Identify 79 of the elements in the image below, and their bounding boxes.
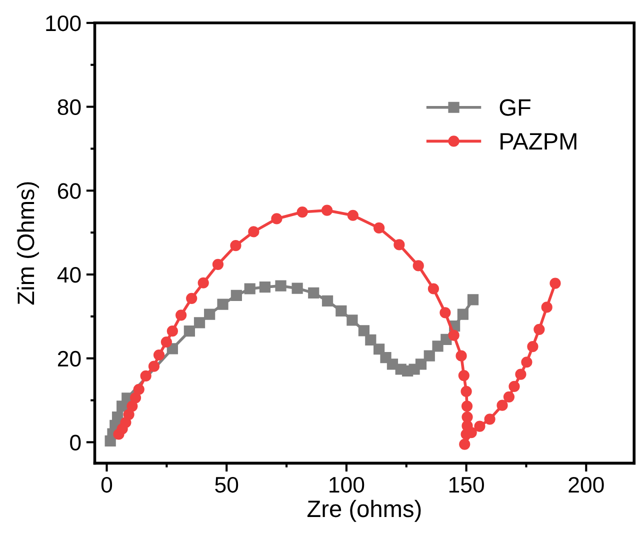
point — [184, 326, 195, 337]
point — [212, 258, 224, 270]
point — [457, 308, 468, 320]
point — [308, 287, 320, 298]
point — [123, 408, 134, 420]
y-tick-label: 40 — [57, 267, 81, 283]
y-tick-label: 80 — [58, 99, 81, 116]
x-tick-label: 0 — [101, 476, 112, 493]
point — [259, 282, 271, 293]
point — [440, 307, 451, 318]
point — [373, 222, 385, 234]
point — [461, 400, 473, 412]
point — [462, 412, 473, 423]
point — [521, 356, 532, 368]
point — [130, 392, 142, 404]
x-tick-label: 200 — [568, 476, 604, 493]
point — [346, 314, 358, 326]
point — [271, 213, 282, 224]
point — [140, 370, 152, 382]
point — [166, 343, 178, 354]
point — [347, 210, 358, 221]
point — [394, 239, 405, 250]
point — [508, 380, 520, 392]
point — [321, 204, 333, 216]
x-axis-title: Zre (ohms) — [307, 500, 421, 522]
point — [186, 292, 198, 304]
point — [474, 420, 486, 432]
point — [322, 295, 334, 306]
legend-label: PAZPM — [500, 133, 576, 150]
point — [458, 370, 470, 382]
point — [198, 277, 209, 288]
point — [217, 298, 228, 310]
x-tick-label: 50 — [215, 476, 238, 493]
point — [432, 340, 444, 352]
point — [248, 226, 260, 238]
point — [424, 350, 435, 362]
point — [148, 360, 160, 372]
point — [527, 341, 538, 352]
point — [244, 283, 256, 294]
x-tick-label: 100 — [330, 476, 364, 493]
point — [153, 349, 165, 361]
point — [176, 310, 187, 321]
point — [126, 400, 138, 412]
point — [412, 260, 424, 272]
point — [230, 290, 242, 302]
point — [541, 302, 552, 313]
y-tick-label: 100 — [46, 15, 81, 32]
point — [358, 325, 370, 336]
y-tick-label: 20 — [58, 350, 81, 367]
y-tick-label: 0 — [70, 434, 81, 450]
point — [133, 384, 144, 395]
point — [166, 326, 178, 337]
point — [503, 391, 515, 402]
point — [336, 305, 347, 317]
point — [373, 344, 385, 355]
point — [456, 350, 467, 362]
point — [459, 438, 470, 450]
y-axis-title: Zim (Ohms) — [16, 182, 39, 305]
point — [484, 414, 496, 425]
point — [292, 282, 303, 294]
point — [160, 336, 172, 348]
point — [194, 317, 206, 328]
point — [448, 330, 460, 341]
point — [365, 334, 376, 346]
point — [296, 206, 308, 218]
point — [204, 308, 216, 320]
point — [515, 368, 526, 380]
y-tick-label: 60 — [58, 183, 81, 199]
point — [460, 386, 472, 398]
point — [534, 324, 545, 335]
x-tick-label: 150 — [449, 476, 484, 493]
point — [467, 294, 479, 306]
point — [428, 283, 440, 294]
point — [550, 278, 561, 289]
point — [275, 280, 286, 292]
point — [415, 358, 427, 370]
legend-label: GF — [500, 99, 530, 116]
point — [496, 400, 508, 411]
point — [230, 240, 242, 252]
